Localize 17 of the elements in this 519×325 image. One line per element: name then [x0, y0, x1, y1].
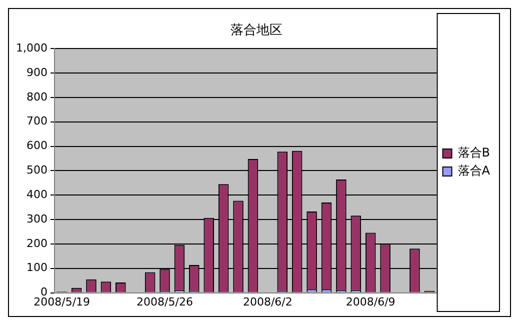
- x-tick-label: 2008/6/9: [346, 295, 396, 308]
- y-tick-label: 600: [26, 139, 48, 152]
- y-tick-label: 400: [26, 188, 48, 201]
- y-tick-label: 1,000: [16, 41, 48, 54]
- x-tick-label: 2008/5/19: [34, 295, 90, 308]
- y-tick-label: 800: [26, 90, 48, 104]
- y-tick-label: 200: [26, 236, 48, 250]
- y-tick-label: 300: [26, 212, 48, 226]
- x-tick-label: 2008/5/26: [136, 295, 193, 308]
- x-tick-label: 2008/6/2: [242, 295, 292, 308]
- y-tick-label: 500: [26, 164, 48, 177]
- y-tick-label: 700: [26, 114, 48, 128]
- chart-title: 落合地区: [230, 23, 282, 38]
- y-tick-label: 100: [26, 261, 48, 274]
- legend-label: 落合B: [458, 146, 490, 160]
- legend-label: 落合A: [458, 164, 491, 178]
- y-tick-label: 900: [26, 66, 48, 79]
